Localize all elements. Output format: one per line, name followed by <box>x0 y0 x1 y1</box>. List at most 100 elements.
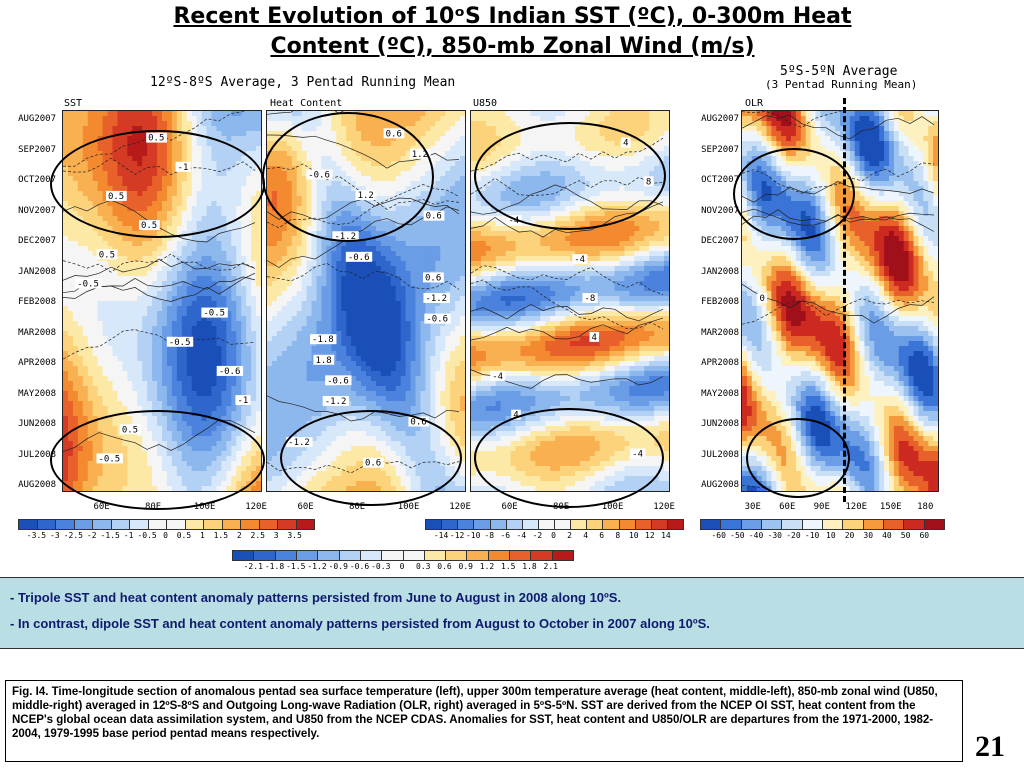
heatmap-cell <box>440 176 446 182</box>
heatmap-cell <box>92 286 99 292</box>
panel-label-u850: U850 <box>473 98 498 109</box>
heatmap-cell <box>251 241 257 247</box>
contour-label-bg <box>96 249 118 260</box>
heatmap-cell <box>77 381 84 387</box>
heatmap-cell <box>410 271 417 277</box>
heatmap-cell <box>241 296 247 302</box>
heatmap-cell <box>162 371 168 377</box>
heatmap-cell <box>400 241 407 247</box>
heatmap-cell <box>166 346 173 352</box>
heatmap-cell <box>231 421 237 427</box>
heatmap-cell <box>241 226 247 232</box>
heatmap-cell <box>137 301 143 307</box>
heatmap-cell <box>206 231 213 237</box>
heatmap-cell <box>301 311 308 317</box>
heatmap-cell <box>356 341 362 347</box>
heatmap-cell <box>162 301 168 307</box>
heatmap-cell <box>267 226 273 232</box>
heatmap-cell <box>331 256 337 262</box>
heatmap-cell <box>117 326 123 332</box>
heatmap-cell <box>122 376 128 382</box>
heatmap-cell <box>435 126 441 132</box>
heatmap-cell <box>216 281 222 287</box>
heatmap-cell <box>246 376 252 382</box>
heatmap-cell <box>410 306 417 312</box>
heatmap-cell <box>420 221 426 227</box>
heatmap-cell <box>176 326 183 332</box>
heatmap-cell <box>370 306 377 312</box>
heatmap-cell <box>226 331 232 337</box>
heatmap-cell <box>395 236 402 242</box>
contour-line <box>63 111 245 167</box>
heatmap-cell <box>356 296 362 302</box>
heatmap-cell <box>206 121 213 127</box>
heatmap-cell <box>152 111 158 117</box>
heatmap-cell <box>97 316 104 322</box>
heatmap-cell <box>112 401 119 407</box>
heatmap-cell <box>251 251 257 257</box>
heatmap-cell <box>87 311 94 317</box>
heatmap-cell <box>102 366 109 372</box>
heatmap-cell <box>430 221 436 227</box>
heatmap-cell <box>231 261 237 267</box>
heatmap-cell <box>241 301 247 307</box>
heatmap-cell <box>425 331 431 337</box>
heatmap-cell <box>176 316 183 322</box>
heatmap-cell <box>162 386 168 392</box>
heatmap-cell <box>385 326 392 332</box>
heatmap-cell <box>380 306 387 312</box>
heatmap-cell <box>166 361 173 367</box>
heatmap-cell <box>271 211 278 217</box>
heatmap-cell <box>356 271 362 277</box>
heatmap-cell <box>157 366 163 372</box>
heatmap-cell <box>196 366 203 372</box>
heatmap-cell <box>455 281 461 287</box>
heatmap-cell <box>226 261 232 267</box>
heatmap-cell <box>67 376 74 382</box>
heatmap-cell <box>450 161 456 167</box>
heatmap-cell <box>286 261 293 267</box>
heatmap-cell <box>455 216 461 222</box>
heatmap-cell <box>226 301 232 307</box>
heatmap-cell <box>191 251 198 257</box>
heatmap-cell <box>380 246 387 252</box>
heatmap-cell <box>291 316 298 322</box>
heatmap-cell <box>147 326 153 332</box>
heatmap-cell <box>267 306 273 312</box>
heatmap-cell <box>117 251 123 257</box>
heatmap-cell <box>92 301 99 307</box>
heatmap-cell <box>385 261 392 267</box>
heatmap-cell <box>267 241 273 247</box>
heatmap-cell <box>117 301 123 307</box>
heatmap-cell <box>460 171 465 177</box>
heatmap-cell <box>251 431 257 437</box>
heatmap-cell <box>171 356 178 362</box>
heatmap-cell <box>63 221 69 227</box>
heatmap-cell <box>306 311 313 317</box>
heatmap-cell <box>450 321 456 327</box>
heatmap-cell <box>301 341 308 347</box>
heatmap-cell <box>445 206 451 212</box>
heatmap-cell <box>276 291 283 297</box>
heatmap-cell <box>157 381 163 387</box>
heatmap-cell <box>97 396 104 402</box>
heatmap-cell <box>311 311 318 317</box>
heatmap-cell <box>67 281 74 287</box>
heatmap-cell <box>216 296 222 302</box>
heatmap-cell <box>82 376 89 382</box>
heatmap-cell <box>331 331 337 337</box>
heatmap-cell <box>256 151 261 157</box>
heatmap-cell <box>256 316 261 322</box>
heatmap-cell <box>226 226 232 232</box>
heatmap-cell <box>380 291 387 297</box>
y-axis-labels-left: AUG2007 SEP2007 OCT2007 NOV2007 DEC2007 JAN20… <box>0 110 56 490</box>
heatmap-cell <box>77 251 84 257</box>
heatmap-cell <box>117 346 123 352</box>
heatmap-cell <box>311 246 318 252</box>
heatmap-cell <box>72 236 79 242</box>
heatmap-cell <box>390 291 397 297</box>
heatmap-cell <box>430 141 436 147</box>
heatmap-cell <box>112 271 119 277</box>
heatmap-cell <box>127 331 133 337</box>
heatmap-cell <box>301 266 308 272</box>
